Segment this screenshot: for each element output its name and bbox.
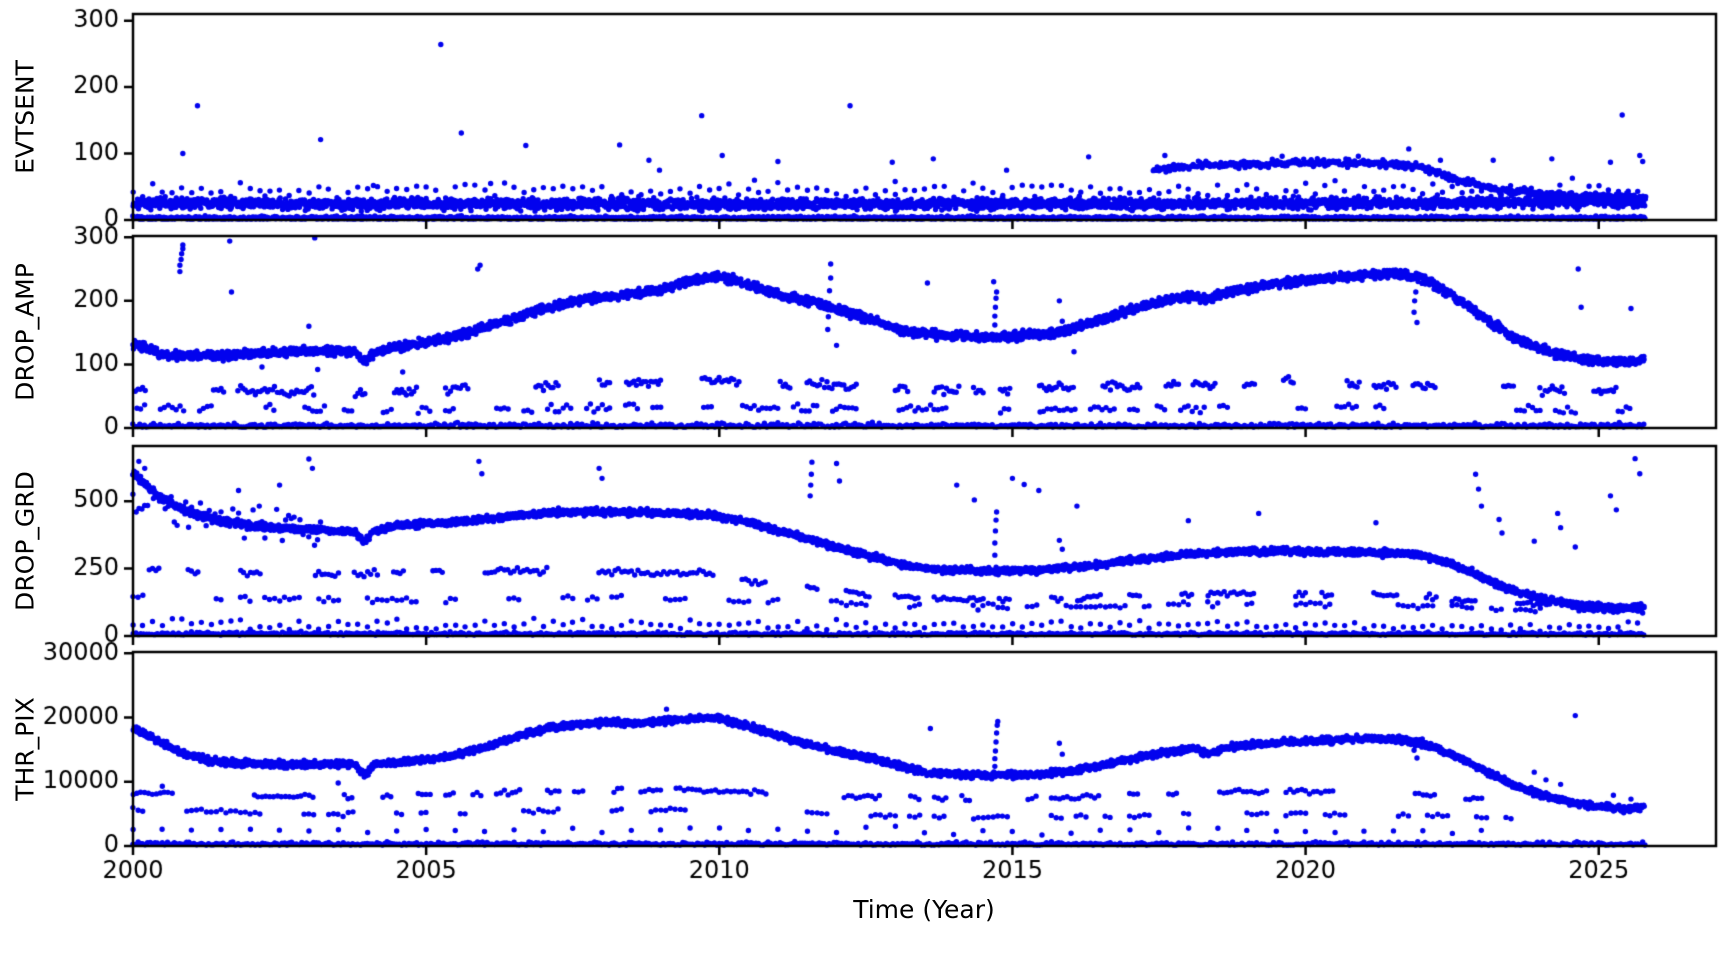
x-axis-label: Time (Year) xyxy=(853,895,995,924)
y-axis-label-drop-amp: DROP_AMP xyxy=(10,263,40,401)
y-axis-label-thr-pix: THR_PIX xyxy=(10,697,40,801)
y-axis-label-evtsent: EVTSENT xyxy=(10,60,40,174)
y-axis-label-drop-grd: DROP_GRD xyxy=(10,471,40,611)
